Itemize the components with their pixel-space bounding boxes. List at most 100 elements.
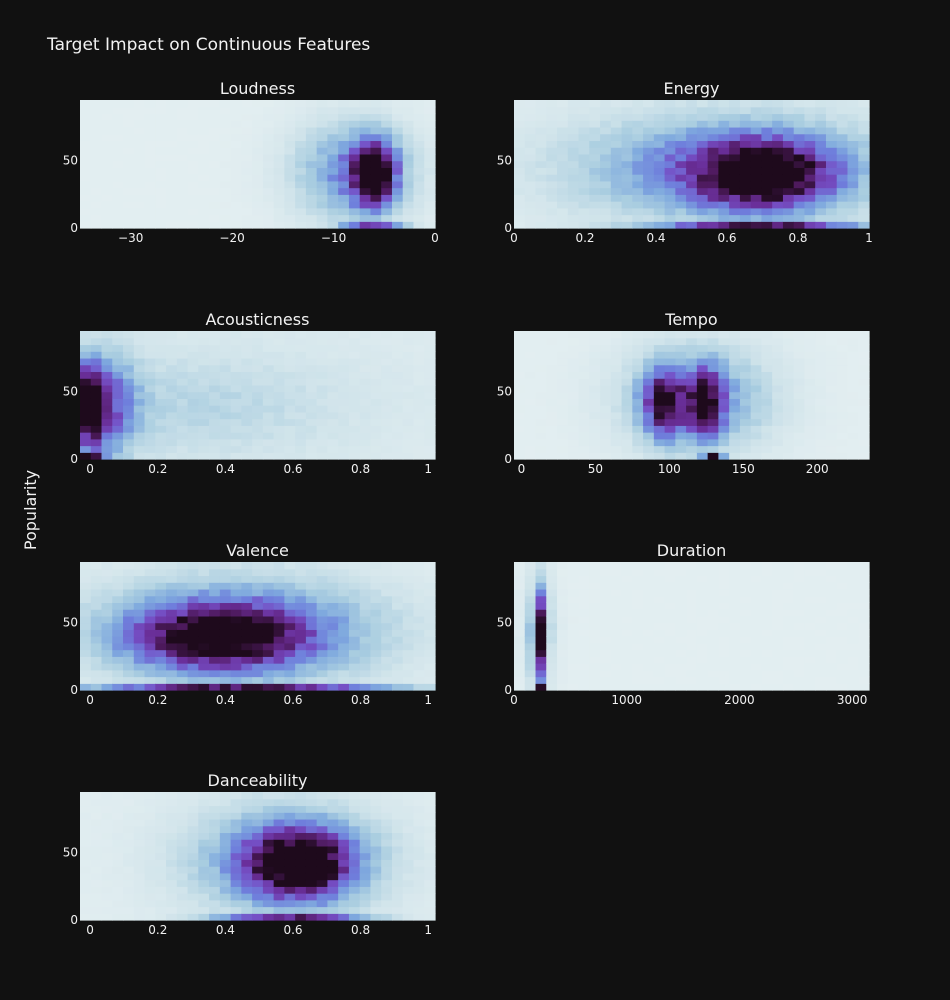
heatmap-cell [188, 365, 199, 372]
heatmap-cell [611, 412, 622, 419]
heatmap-cell [536, 432, 547, 439]
heatmap-cell [514, 663, 525, 670]
heatmap-cell [198, 866, 209, 873]
heatmap-cell [761, 161, 772, 168]
heatmap-cell [252, 140, 263, 147]
heatmap-cell [327, 127, 338, 134]
heatmap-cell [804, 331, 815, 338]
heatmap-cell [263, 147, 274, 154]
heatmap-cell [381, 826, 392, 833]
heatmap-cell [102, 140, 113, 147]
heatmap-cell [815, 147, 826, 154]
heatmap-cell [589, 127, 600, 134]
heatmap-cell [102, 432, 113, 439]
heatmap-cell [284, 113, 295, 120]
heatmap-cell [102, 582, 113, 589]
heatmap-cell [274, 344, 285, 351]
heatmap-cell [381, 208, 392, 215]
heatmap-cell [295, 100, 306, 107]
heatmap-cell [568, 439, 579, 446]
heatmap-cell [525, 188, 536, 195]
heatmap-cell [579, 120, 590, 127]
heatmap-cell [804, 569, 815, 576]
heatmap-cell [381, 331, 392, 338]
heatmap-cell [155, 859, 166, 866]
heatmap-cell [536, 419, 547, 426]
heatmap-cell [654, 201, 665, 208]
heatmap-cell [557, 331, 568, 338]
heatmap-cell [306, 120, 317, 127]
heatmap-cell [413, 683, 424, 690]
heatmap-cell [568, 154, 579, 161]
heatmap-cell [826, 161, 837, 168]
heatmap-cell [295, 670, 306, 677]
heatmap-cell [80, 582, 91, 589]
heatmap-cell [751, 221, 762, 228]
heatmap-cell [654, 446, 665, 453]
heatmap-cell [177, 812, 188, 819]
heatmap-cell [338, 371, 349, 378]
heatmap-cell [729, 358, 740, 365]
heatmap-cell [837, 385, 848, 392]
heatmap-cell [188, 799, 199, 806]
heatmap-cell [231, 853, 242, 860]
heatmap-cell [134, 589, 145, 596]
heatmap-cell [295, 113, 306, 120]
heatmap-cell [145, 120, 156, 127]
heatmap-cell [815, 167, 826, 174]
heatmap-cell [327, 154, 338, 161]
heatmap-cell [525, 161, 536, 168]
heatmap-cell [241, 663, 252, 670]
heatmap-cell [252, 602, 263, 609]
heatmap-cell [338, 378, 349, 385]
heatmap-cell [274, 893, 285, 900]
heatmap-cell [284, 589, 295, 596]
heatmap-cell [145, 575, 156, 582]
heatmap-cell [145, 181, 156, 188]
heatmap-cell [751, 147, 762, 154]
heatmap-cell [145, 134, 156, 141]
heatmap-cell [80, 365, 91, 372]
heatmap-cell [145, 812, 156, 819]
heatmap-cell [826, 575, 837, 582]
heatmap-cell [145, 907, 156, 914]
heatmap-cell [568, 656, 579, 663]
heatmap-cell [327, 596, 338, 603]
heatmap-cell [654, 221, 665, 228]
heatmap-cell [102, 670, 113, 677]
heatmap-cell [284, 446, 295, 453]
heatmap-cell [600, 385, 611, 392]
heatmap-cell [231, 385, 242, 392]
heatmap-cell [413, 623, 424, 630]
heatmap-cell [568, 167, 579, 174]
heatmap-cell [525, 154, 536, 161]
heatmap-cell [675, 582, 686, 589]
heatmap-cell [80, 839, 91, 846]
x-tick-label: 1000 [611, 693, 642, 707]
heatmap-cell [632, 412, 643, 419]
heatmap-cell [231, 589, 242, 596]
heatmap-cell [80, 663, 91, 670]
heatmap-cell [145, 866, 156, 873]
heatmap-cell [514, 208, 525, 215]
heatmap-cell [274, 147, 285, 154]
heatmap-cell [231, 432, 242, 439]
heatmap-cell [327, 589, 338, 596]
heatmap-cell [525, 677, 536, 684]
heatmap-cell [858, 683, 869, 690]
heatmap-cell [317, 596, 328, 603]
heatmap-cell [306, 886, 317, 893]
heatmap-cell [611, 589, 622, 596]
heatmap-cell [729, 569, 740, 576]
heatmap-cell [632, 439, 643, 446]
heatmap-cell [349, 181, 360, 188]
heatmap-cell [306, 907, 317, 914]
heatmap-cell [155, 174, 166, 181]
heatmap-cell [686, 201, 697, 208]
heatmap-cell [145, 452, 156, 459]
heatmap-cell [338, 562, 349, 569]
heatmap-cell [134, 913, 145, 920]
heatmap-cell [794, 419, 805, 426]
heatmap-cell [145, 127, 156, 134]
heatmap-cell [220, 805, 231, 812]
